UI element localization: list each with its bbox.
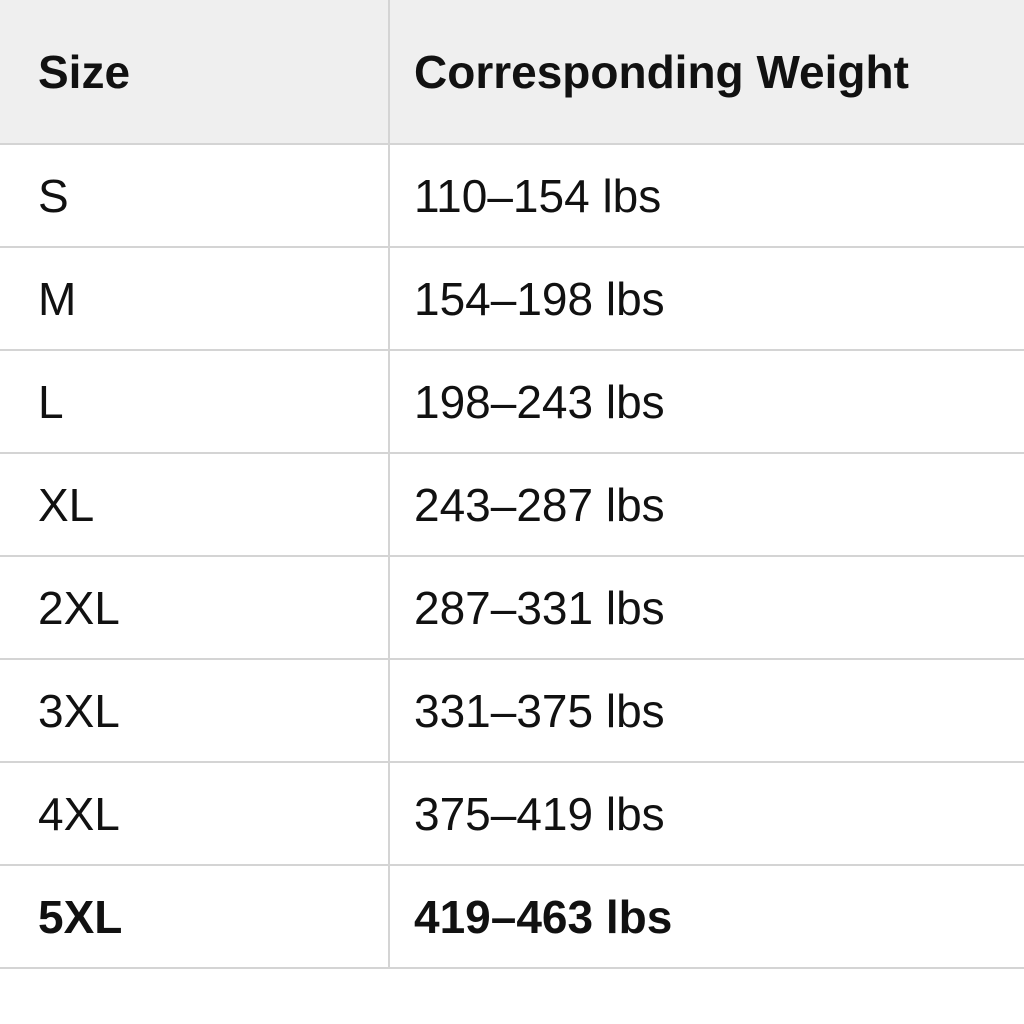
size-cell: XL <box>0 452 390 557</box>
weight-cell: 375–419 lbs <box>388 761 1024 866</box>
table-row: 5XL 419–463 lbs <box>0 864 1024 969</box>
table-row: 2XL 287–331 lbs <box>0 555 1024 660</box>
weight-cell: 287–331 lbs <box>388 555 1024 660</box>
weight-cell: 419–463 lbs <box>388 864 1024 969</box>
weight-cell: 154–198 lbs <box>388 246 1024 351</box>
size-cell: L <box>0 349 390 454</box>
size-cell: 5XL <box>0 864 390 969</box>
table-header: Size Corresponding Weight <box>0 0 1024 145</box>
header-cell: Size <box>0 0 390 145</box>
weight-cell: 243–287 lbs <box>388 452 1024 557</box>
header-cell: Corresponding Weight <box>388 0 1024 145</box>
weight-cell: 198–243 lbs <box>388 349 1024 454</box>
table-row: XL 243–287 lbs <box>0 452 1024 557</box>
table-row: M 154–198 lbs <box>0 246 1024 351</box>
size-cell: 3XL <box>0 658 390 763</box>
table-row: S 110–154 lbs <box>0 143 1024 248</box>
table-row: L 198–243 lbs <box>0 349 1024 454</box>
table-body: S 110–154 lbs M 154–198 lbs L 198–243 lbs XL 24… <box>0 143 1024 969</box>
header-row: Size Corresponding Weight <box>0 0 1024 145</box>
table-row: 3XL 331–375 lbs <box>0 658 1024 763</box>
size-cell: M <box>0 246 390 351</box>
size-cell: S <box>0 143 390 248</box>
size-cell: 2XL <box>0 555 390 660</box>
table-row: 4XL 375–419 lbs <box>0 761 1024 866</box>
size-table: Size Corresponding Weight S 110–154 lbs M 15… <box>0 0 1024 969</box>
weight-cell: 110–154 lbs <box>388 143 1024 248</box>
weight-cell: 331–375 lbs <box>388 658 1024 763</box>
size-cell: 4XL <box>0 761 390 866</box>
